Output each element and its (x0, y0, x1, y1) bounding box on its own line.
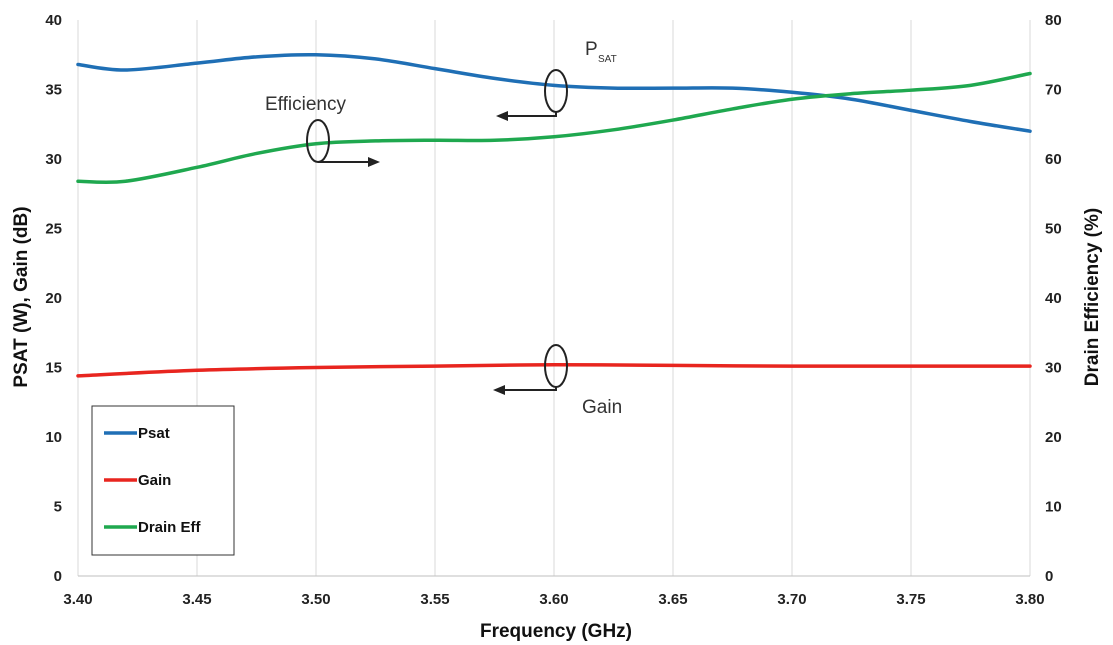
series-line-psat (76, 52, 1032, 133)
annotation-efficiency: Efficiency (265, 94, 380, 167)
y-tick-labels: 0 5 10 15 20 25 30 35 40 (45, 12, 62, 585)
x-tick-label: 3.50 (301, 591, 330, 608)
legend-label-psat: Psat (138, 425, 170, 442)
y-tick-label: 40 (45, 12, 62, 29)
y2-tick-label: 60 (1045, 151, 1062, 168)
y2-tick-label: 30 (1045, 360, 1062, 377)
x-tick-label: 3.60 (539, 591, 568, 608)
x-tick-label: 3.65 (658, 591, 687, 608)
x-tick-label: 3.55 (420, 591, 449, 608)
legend-item-psat: Psat (104, 425, 170, 442)
y-tick-label: 15 (45, 360, 62, 377)
legend-label-drain-eff: Drain Eff (138, 519, 202, 536)
y2-tick-labels: 0 10 20 30 40 50 60 70 80 (1045, 12, 1062, 585)
annotation-gain-label: Gain (582, 397, 622, 418)
y2-tick-label: 20 (1045, 429, 1062, 446)
x-tick-label: 3.80 (1015, 591, 1044, 608)
legend-item-drain-eff: Drain Eff (104, 519, 202, 536)
annotation-gain-arrow (497, 387, 557, 391)
x-tick-labels: 3.40 3.45 3.50 3.55 3.60 3.65 3.70 3.75 3.80 (63, 591, 1044, 608)
annotation-gain: Gain (493, 344, 622, 418)
annotation-psat-arrow (500, 112, 557, 117)
annotation-efficiency-arrowhead (368, 157, 380, 167)
x-tick-label: 3.75 (896, 591, 925, 608)
y2-tick-label: 40 (1045, 290, 1062, 307)
y-tick-label: 25 (45, 221, 62, 238)
series-line-gain (76, 362, 1032, 378)
y-tick-label: 30 (45, 151, 62, 168)
y2-tick-label: 50 (1045, 221, 1062, 238)
annotation-psat-label: P (585, 39, 598, 60)
x-tick-label: 3.40 (63, 591, 92, 608)
legend: Psat Gain Drain Eff (91, 405, 235, 556)
y2-tick-label: 70 (1045, 82, 1062, 99)
x-tick-label: 3.45 (182, 591, 211, 608)
y-tick-label: 35 (45, 82, 62, 99)
legend-label-gain: Gain (138, 472, 171, 489)
y-tick-label: 5 (54, 499, 62, 516)
y2-axis-title: Drain Efficiency (%) (1082, 208, 1103, 386)
annotation-psat-ellipse (544, 69, 568, 113)
series-line-drain-eff (76, 71, 1032, 185)
y2-tick-label: 80 (1045, 12, 1062, 29)
y2-tick-label: 10 (1045, 499, 1062, 516)
legend-item-gain: Gain (104, 472, 171, 489)
y-tick-label: 10 (45, 429, 62, 446)
y-tick-label: 0 (54, 568, 62, 585)
annotation-psat: P SAT (496, 39, 617, 121)
series-lines (76, 52, 1032, 378)
x-axis-title: Frequency (GHz) (480, 621, 632, 642)
annotation-efficiency-ellipse (306, 119, 330, 163)
y-tick-label: 20 (45, 290, 62, 307)
x-tick-label: 3.70 (777, 591, 806, 608)
y-axis-title: PSAT (W), Gain (dB) (11, 206, 32, 387)
annotation-psat-subscript: SAT (598, 54, 617, 65)
y2-tick-label: 0 (1045, 568, 1053, 585)
annotation-gain-arrowhead (493, 385, 505, 395)
annotation-psat-arrowhead (496, 111, 508, 121)
annotation-efficiency-label: Efficiency (265, 94, 346, 115)
